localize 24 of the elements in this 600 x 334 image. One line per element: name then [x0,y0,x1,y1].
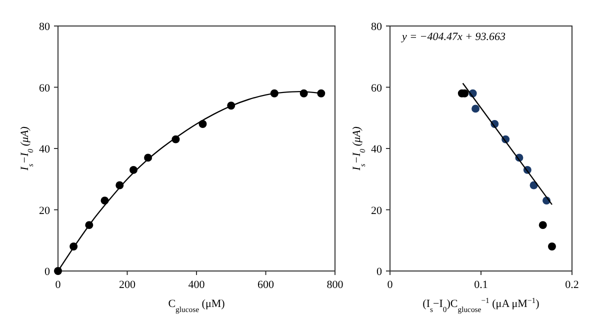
y-tick-label: 20 [39,204,50,217]
point [538,221,547,230]
y-tick-label: 20 [371,204,382,217]
x-tick-label: 200 [119,279,136,291]
x-tick-label: 0.2 [565,279,579,291]
y-tick-label: 60 [39,82,50,94]
y-tick-label: 60 [371,82,382,94]
x-tick-label: 800 [326,279,344,291]
x-tick-label: 600 [258,279,274,291]
y-tick-label: 40 [39,144,50,156]
point [548,242,556,250]
text: (I$_{s}$−I$_{0}$)C$_{glucose}$$^{−1}$ (μA μM$^{−1}$) [422,296,540,314]
y-tick-label: 40 [371,144,382,156]
point [472,104,480,113]
annotation: y = −404.47x + 93.663 [401,31,506,43]
y-tick-label: 80 [371,21,382,33]
x-tick-label: 0.1 [474,279,488,291]
x-axis-title: C$_{glucose}$ (μM) [168,298,226,314]
y-tick-label: 0 [44,266,50,278]
x-tick-label: 0 [387,279,394,291]
y-tick-label: 0 [376,266,382,278]
x-tick-label: 400 [188,279,206,291]
x-tick-label: 0 [55,279,62,291]
y-tick-label: 80 [39,21,50,33]
